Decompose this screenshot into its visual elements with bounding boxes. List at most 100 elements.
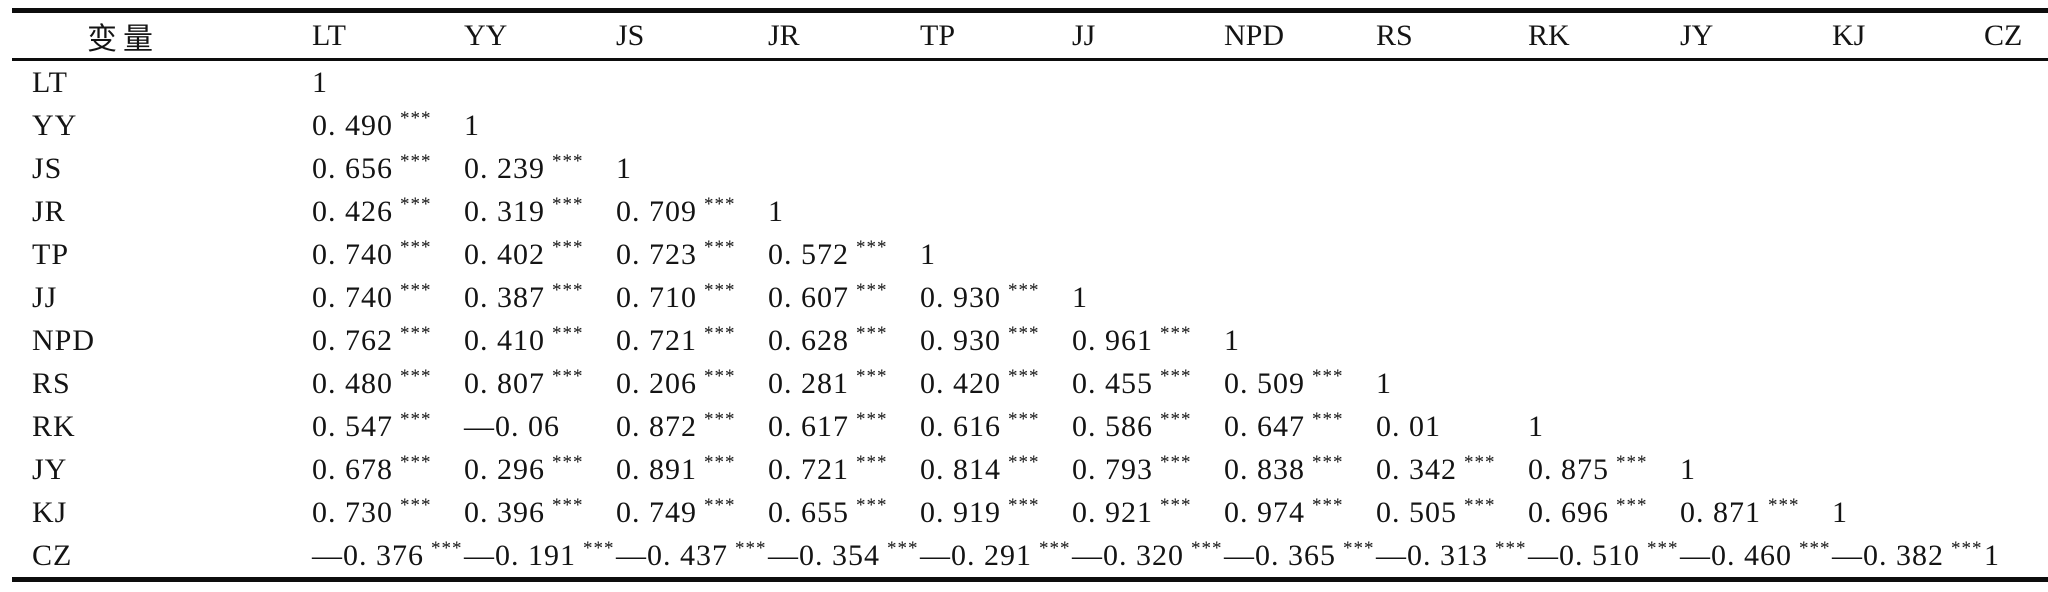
correlation-cell	[768, 147, 920, 190]
correlation-cell	[1984, 362, 2048, 405]
column-header-js: JS	[616, 18, 645, 52]
significance-stars: ***	[887, 537, 919, 559]
correlation-cell	[1680, 147, 1832, 190]
table-header: 变量 LT YY JS JR TP JJ NPD RS RK JY KJ CZ	[12, 11, 2048, 60]
correlation-value: 0. 480	[312, 366, 393, 400]
correlation-cell	[1680, 276, 1832, 319]
correlation-value: —0. 376	[312, 538, 424, 572]
correlation-value: 0. 239	[464, 151, 545, 185]
correlation-cell: 0. 762 ***	[312, 319, 464, 362]
table-row-cz: CZ —0. 376 *** —0. 191 *** —0. 437 *** —0. 354 *…	[12, 534, 2048, 580]
correlation-value: —0. 291	[920, 538, 1032, 572]
correlation-value: 0. 396	[464, 495, 545, 529]
significance-stars: ***	[704, 279, 736, 301]
row-label: CZ	[32, 538, 73, 572]
significance-stars: ***	[704, 494, 736, 516]
correlation-cell: 0. 930 ***	[920, 319, 1072, 362]
correlation-cell: 0. 919 ***	[920, 491, 1072, 534]
correlation-value: —0. 437	[616, 538, 728, 572]
row-label: TP	[32, 237, 70, 271]
correlation-cell: 0. 509 ***	[1224, 362, 1376, 405]
correlation-cell: 0. 647 ***	[1224, 405, 1376, 448]
table-row-jy: JY 0. 678 *** 0. 296 *** 0. 891 *** 0. 721 *** 0.…	[12, 448, 2048, 491]
correlation-cell: 0. 891 ***	[616, 448, 768, 491]
correlation-cell	[1680, 60, 1832, 105]
column-header-cz: CZ	[1984, 18, 2023, 52]
correlation-cell: 1	[1832, 491, 1984, 534]
significance-stars: ***	[552, 236, 584, 258]
correlation-value: 0. 617	[768, 409, 849, 443]
correlation-cell: 0. 319 ***	[464, 190, 616, 233]
correlation-cell: 1	[616, 147, 768, 190]
column-header-npd: NPD	[1224, 18, 1285, 52]
correlation-cell: 0. 655 ***	[768, 491, 920, 534]
correlation-cell	[1528, 233, 1680, 276]
correlation-cell	[768, 60, 920, 105]
correlation-cell	[920, 147, 1072, 190]
correlation-value: 0. 572	[768, 237, 849, 271]
correlation-value: 0. 490	[312, 108, 393, 142]
significance-stars: ***	[856, 279, 888, 301]
correlation-cell	[920, 104, 1072, 147]
correlation-cell: 0. 838 ***	[1224, 448, 1376, 491]
correlation-cell: 0. 723 ***	[616, 233, 768, 276]
correlation-cell: 1	[464, 104, 616, 147]
significance-stars: ***	[400, 408, 432, 430]
correlation-value: 0. 814	[920, 452, 1001, 486]
significance-stars: ***	[400, 236, 432, 258]
correlation-value: 0. 402	[464, 237, 545, 271]
correlation-cell	[1984, 319, 2048, 362]
column-header-jy: JY	[1680, 18, 1714, 52]
correlation-value: —0. 365	[1224, 538, 1336, 572]
correlation-value: 0. 455	[1072, 366, 1153, 400]
correlation-cell	[920, 60, 1072, 105]
column-header-lt: LT	[312, 18, 346, 52]
column-header-kj: KJ	[1832, 18, 1866, 52]
correlation-cell: 0. 206 ***	[616, 362, 768, 405]
correlation-cell: —0. 365 ***	[1224, 534, 1376, 580]
column-header-rs: RS	[1376, 18, 1413, 52]
correlation-value: 0. 426	[312, 194, 393, 228]
correlation-cell: 0. 586 ***	[1072, 405, 1224, 448]
correlation-cell: 0. 814 ***	[920, 448, 1072, 491]
correlation-cell: —0. 06	[464, 405, 616, 448]
correlation-cell	[1224, 147, 1376, 190]
significance-stars: ***	[400, 193, 432, 215]
correlation-value: —0. 460	[1680, 538, 1792, 572]
correlation-value: 0. 740	[312, 280, 393, 314]
correlation-value: 0. 410	[464, 323, 545, 357]
table-row-yy: YY 0. 490 *** 1	[12, 104, 2048, 147]
correlation-cell: 0. 807 ***	[464, 362, 616, 405]
correlation-cell	[1376, 190, 1528, 233]
correlation-value: 1	[1224, 323, 1240, 357]
correlation-cell: 0. 572 ***	[768, 233, 920, 276]
correlation-cell	[768, 104, 920, 147]
significance-stars: ***	[1008, 451, 1040, 473]
correlation-cell	[1528, 319, 1680, 362]
correlation-table: 变量 LT YY JS JR TP JJ NPD RS RK JY KJ CZ LT 1 YY 0. 490 *…	[12, 8, 2048, 582]
correlation-cell	[1984, 405, 2048, 448]
correlation-cell: 0. 678 ***	[312, 448, 464, 491]
significance-stars: ***	[552, 494, 584, 516]
significance-stars: ***	[1799, 537, 1831, 559]
correlation-cell	[1224, 60, 1376, 105]
correlation-cell	[1832, 233, 1984, 276]
significance-stars: ***	[552, 451, 584, 473]
table-row-rs: RS 0. 480 *** 0. 807 *** 0. 206 *** 0. 281 *** 0.…	[12, 362, 2048, 405]
correlation-cell	[1984, 233, 2048, 276]
significance-stars: ***	[1464, 494, 1496, 516]
significance-stars: ***	[552, 322, 584, 344]
correlation-value: 1	[1984, 538, 2000, 572]
correlation-value: 1	[768, 194, 784, 228]
table-row-js: JS 0. 656 *** 0. 239 *** 1	[12, 147, 2048, 190]
row-label: JS	[32, 151, 63, 185]
significance-stars: ***	[552, 279, 584, 301]
table-row-tp: TP 0. 740 *** 0. 402 *** 0. 723 *** 0. 572 *** 1	[12, 233, 2048, 276]
correlation-cell	[1528, 104, 1680, 147]
correlation-value: 0. 586	[1072, 409, 1153, 443]
correlation-value: 0. 342	[1376, 452, 1457, 486]
correlation-cell: 0. 239 ***	[464, 147, 616, 190]
significance-stars: ***	[1312, 408, 1344, 430]
significance-stars: ***	[1008, 408, 1040, 430]
correlation-value: 0. 709	[616, 194, 697, 228]
